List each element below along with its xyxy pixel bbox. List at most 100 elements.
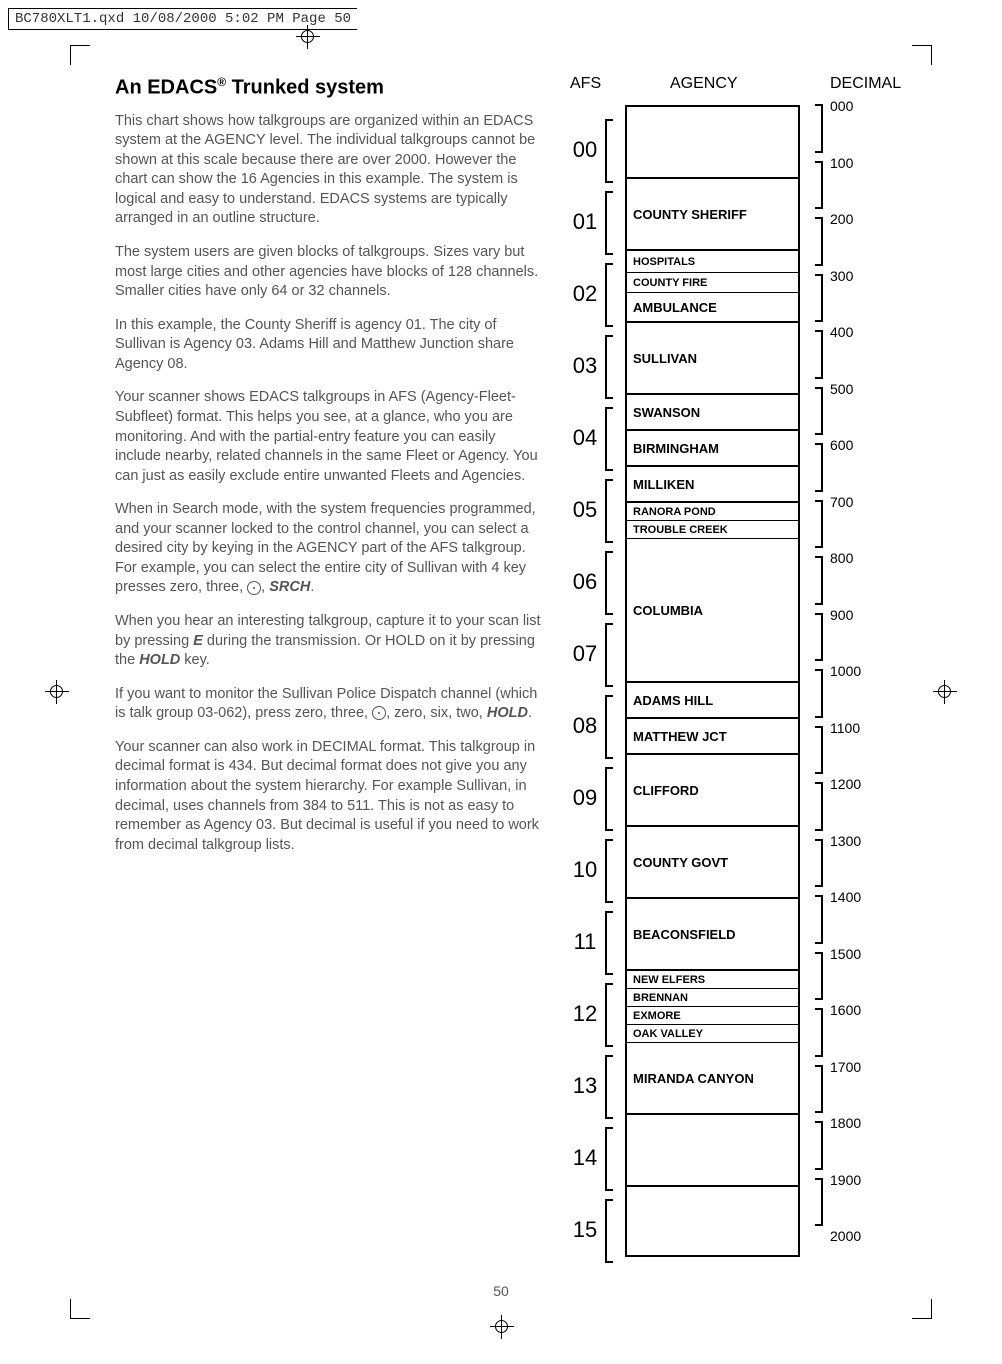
afs-header: AFS (570, 75, 601, 93)
decimal-bracket (815, 274, 823, 323)
afs-number: 10 (570, 857, 600, 883)
text: When in Search mode, with the system fre… (115, 501, 536, 595)
decimal-number: 2000 (830, 1228, 861, 1244)
paragraph: If you want to monitor the Sullivan Poli… (115, 685, 545, 724)
decimal-number: 300 (830, 268, 853, 284)
decimal-bracket (815, 387, 823, 436)
agency-empty (627, 107, 798, 179)
agency-label: BRENNAN (627, 989, 798, 1007)
decimal-bracket (815, 1121, 823, 1170)
agency-label: OAK VALLEY (627, 1025, 798, 1043)
afs-bracket (605, 1199, 613, 1263)
afs-bracket (605, 983, 613, 1047)
agency-label: COUNTY SHERIFF (627, 179, 798, 251)
decimal-number: 200 (830, 211, 853, 227)
crop-mark (912, 1299, 932, 1319)
agency-label: TROUBLE CREEK (627, 521, 798, 539)
afs-bracket (605, 335, 613, 399)
decimal-bracket (815, 556, 823, 605)
afs-bracket (605, 767, 613, 831)
decimal-bracket (815, 104, 823, 153)
decimal-number: 1800 (830, 1115, 861, 1131)
afs-bracket (605, 839, 613, 903)
page-title: An EDACS® Trunked system (115, 75, 545, 100)
registration-mark (490, 1315, 514, 1339)
agency-label: COUNTY GOVT (627, 827, 798, 899)
afs-bracket (605, 263, 613, 327)
text-content: An EDACS® Trunked system This chart show… (115, 75, 545, 869)
afs-number: 05 (570, 497, 600, 523)
decimal-bracket (815, 443, 823, 492)
afs-bracket (605, 479, 613, 543)
decimal-bracket (815, 1008, 823, 1057)
decimal-bracket (815, 217, 823, 266)
afs-bracket (605, 695, 613, 759)
paragraph: This chart shows how talkgroups are orga… (115, 112, 545, 229)
decimal-bracket (815, 1065, 823, 1114)
afs-bracket (605, 191, 613, 255)
afs-number: 08 (570, 713, 600, 739)
decimal-number: 1600 (830, 1002, 861, 1018)
decimal-bracket (815, 895, 823, 944)
decimal-number: 700 (830, 494, 853, 510)
title-sup: ® (217, 75, 226, 89)
decimal-number: 600 (830, 437, 853, 453)
paragraph: When in Search mode, with the system fre… (115, 500, 545, 598)
crop-mark (70, 1299, 90, 1319)
agency-label: NEW ELFERS (627, 971, 798, 989)
paragraph: The system users are given blocks of tal… (115, 243, 545, 302)
decimal-number: 1500 (830, 946, 861, 962)
afs-number: 03 (570, 353, 600, 379)
agency-empty (627, 1115, 798, 1187)
crop-mark (912, 45, 932, 65)
afs-number: 02 (570, 281, 600, 307)
decimal-number: 500 (830, 381, 853, 397)
agency-label: SULLIVAN (627, 323, 798, 395)
afs-bracket (605, 551, 613, 615)
agency-label: SWANSON (627, 395, 798, 431)
decimal-number: 800 (830, 550, 853, 566)
afs-number: 12 (570, 1001, 600, 1027)
decimal-bracket (815, 330, 823, 379)
afs-bracket (605, 407, 613, 471)
agency-label: RANORA POND (627, 503, 798, 521)
text: , zero, six, two, (386, 705, 487, 721)
title-text: An EDACS (115, 77, 217, 99)
agency-label: MIRANDA CANYON (627, 1043, 798, 1115)
paragraph: In this example, the County Sheriff is a… (115, 316, 545, 375)
decimal-number: 1100 (830, 720, 860, 736)
dot-icon (247, 581, 261, 595)
title-text: Trunked system (226, 77, 384, 99)
afs-number: 01 (570, 209, 600, 235)
decimal-bracket (815, 500, 823, 549)
text: key. (180, 652, 210, 668)
agency-label: BIRMINGHAM (627, 431, 798, 467)
afs-bracket (605, 119, 613, 183)
afs-number: 04 (570, 425, 600, 451)
afs-number: 14 (570, 1145, 600, 1171)
agency-empty (627, 1187, 798, 1259)
afs-number: 13 (570, 1073, 600, 1099)
afs-bracket (605, 911, 613, 975)
afs-number: 09 (570, 785, 600, 811)
afs-number: 00 (570, 137, 600, 163)
decimal-number: 000 (830, 98, 853, 114)
agency-label: COUNTY FIRE (627, 273, 798, 293)
agency-label: ADAMS HILL (627, 683, 798, 719)
bold-text: SRCH (269, 579, 310, 595)
paragraph: Your scanner shows EDACS talkgroups in A… (115, 388, 545, 486)
afs-bracket (605, 1055, 613, 1119)
decimal-bracket (815, 613, 823, 662)
dot-icon (372, 706, 386, 720)
decimal-number: 1300 (830, 833, 861, 849)
agency-label: CLIFFORD (627, 755, 798, 827)
page-number: 50 (493, 1283, 509, 1299)
decimal-number: 1200 (830, 776, 861, 792)
decimal-bracket (815, 952, 823, 1001)
decimal-number: 1400 (830, 889, 861, 905)
decimal-bracket (815, 161, 823, 210)
paragraph: When you hear an interesting talkgroup, … (115, 612, 545, 671)
decimal-bracket (815, 782, 823, 831)
agency-label: HOSPITALS (627, 251, 798, 273)
decimal-number: 1000 (830, 663, 861, 679)
